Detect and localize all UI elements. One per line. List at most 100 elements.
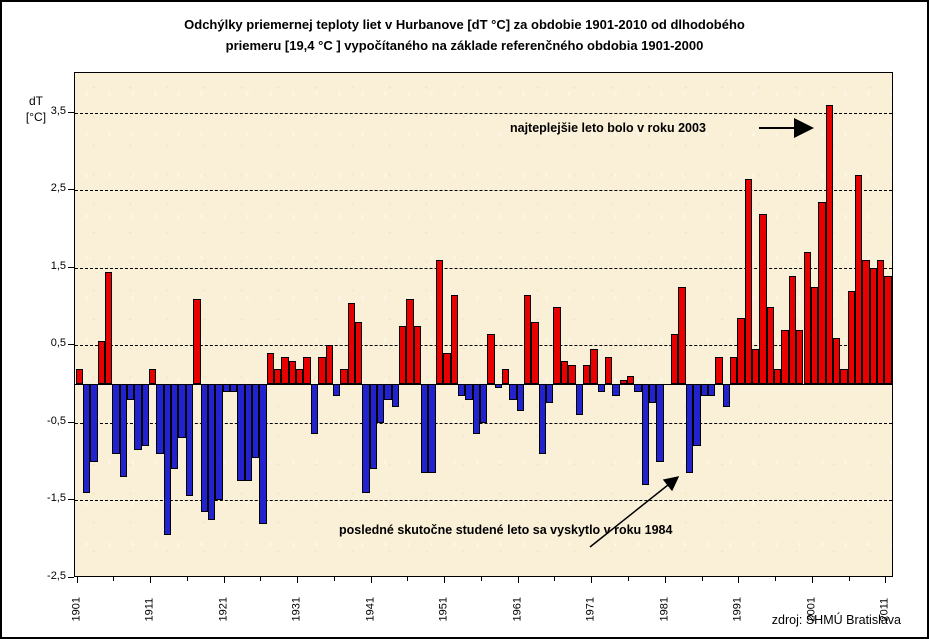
bar-1928: [274, 368, 282, 384]
bar-1961: [516, 384, 525, 412]
x-tick-2011: [885, 577, 887, 583]
chart-title-line2: priemeru [19,4 °C ] vypočítaného na zákl…: [225, 37, 704, 53]
y-tick-1.5: [68, 266, 74, 268]
y-tick-3.5: [68, 111, 74, 113]
y-tick-label--0.5: -0,5: [47, 414, 66, 427]
bar-1983: [678, 287, 686, 384]
bar-1917: [193, 298, 201, 384]
bar-1946: [406, 298, 414, 384]
gridline--0.5: [75, 422, 892, 424]
x-minor-tick-1971: [628, 577, 630, 581]
bar-1968: [568, 364, 576, 384]
bar-1930: [288, 360, 297, 384]
bar-1992: [744, 178, 753, 384]
x-tick-label-1941: 1941: [364, 597, 377, 622]
bar-2011: [884, 275, 892, 384]
x-minor-tick-1921: [260, 577, 262, 581]
bar-1949: [428, 384, 436, 474]
bar-1929: [281, 356, 289, 384]
bar-1918: [200, 384, 208, 512]
y-tick-0.5: [68, 344, 74, 346]
bar-1925: [251, 384, 260, 458]
y-axis-label: dT [°C]: [14, 94, 58, 125]
x-tick-1971: [591, 577, 593, 583]
y-tick--2.5: [68, 576, 74, 578]
x-minor-tick-1991: [775, 577, 777, 581]
bar-1982: [671, 333, 679, 384]
x-tick-1931: [297, 577, 299, 583]
bar-2007: [854, 174, 863, 384]
gridline-3.5: [75, 112, 892, 114]
bar-2002: [818, 201, 826, 384]
bar-1995: [766, 306, 775, 384]
y-tick-2.5: [68, 189, 74, 191]
bar-1962: [524, 294, 532, 384]
bar-1951: [443, 353, 451, 384]
x-tick-label-1981: 1981: [658, 597, 671, 622]
bar-1991: [737, 318, 745, 384]
x-tick-label-1971: 1971: [584, 597, 597, 622]
bar-1937: [340, 368, 348, 384]
bar-1936: [332, 384, 341, 396]
x-minor-tick-1941: [407, 577, 409, 581]
bar-1967: [560, 360, 569, 384]
x-tick-1941: [370, 577, 372, 583]
bar-1945: [399, 325, 407, 384]
y-tick--0.5: [68, 421, 74, 423]
x-minor-tick-1981: [701, 577, 703, 581]
bar-1987: [707, 384, 716, 396]
bar-1922: [229, 384, 238, 392]
bar-1979: [649, 384, 657, 404]
y-tick-label--1.5: -1,5: [47, 492, 66, 505]
bar-1906: [112, 384, 120, 454]
bar-1935: [325, 345, 333, 384]
plot-area: [74, 72, 893, 577]
y-tick-label-2.5: 2,5: [50, 182, 66, 195]
bar-1989: [722, 384, 730, 408]
bar-1950: [435, 260, 444, 384]
bar-1963: [531, 322, 539, 384]
bar-1913: [163, 384, 172, 536]
bar-1915: [178, 384, 186, 439]
bar-2004: [832, 337, 841, 384]
x-tick-label-1921: 1921: [217, 597, 230, 622]
x-tick-label-1901: 1901: [70, 597, 82, 622]
y-tick-label-0.5: 0,5: [50, 337, 66, 350]
bar-1984: [685, 384, 694, 474]
bar-1974: [612, 384, 620, 396]
bar-1970: [582, 364, 591, 384]
chart-title-line1: Odchýlky priemernej teploty liet v Hurba…: [184, 17, 745, 32]
bar-1973: [604, 356, 613, 384]
x-tick-1901: [76, 577, 78, 583]
y-tick-label--2.5: -2,5: [47, 569, 66, 582]
bar-1976: [627, 376, 635, 384]
bar-2001: [810, 287, 819, 384]
x-minor-tick-1931: [333, 577, 335, 581]
bar-1943: [384, 384, 392, 400]
source-note: zdroj: SHMÚ Bratislava: [771, 613, 901, 627]
bar-1999: [796, 329, 804, 384]
bar-1980: [656, 384, 664, 462]
bar-1953: [457, 384, 466, 396]
bar-1940: [362, 384, 370, 493]
bar-1993: [752, 349, 760, 384]
bar-1903: [90, 384, 98, 462]
x-tick-1961: [517, 577, 519, 583]
bar-1960: [509, 384, 517, 400]
x-tick-label-1961: 1961: [511, 597, 524, 622]
y-axis-label-symbol: dT: [28, 94, 43, 108]
gridline-0.5: [75, 345, 892, 347]
bar-1942: [376, 384, 385, 423]
bar-1971: [590, 349, 598, 384]
x-tick-1921: [223, 577, 225, 583]
x-minor-tick-1901: [113, 577, 115, 581]
bar-1914: [171, 384, 179, 470]
bar-1985: [693, 384, 701, 446]
bar-1923: [237, 384, 245, 481]
gridline-1.5: [75, 267, 892, 269]
bar-1947: [413, 325, 422, 384]
x-tick-2001: [811, 577, 813, 583]
chart-title: Odchýlky priemernej teploty liet v Hurba…: [2, 15, 927, 57]
x-tick-1981: [664, 577, 666, 583]
x-tick-label-1911: 1911: [143, 597, 156, 622]
